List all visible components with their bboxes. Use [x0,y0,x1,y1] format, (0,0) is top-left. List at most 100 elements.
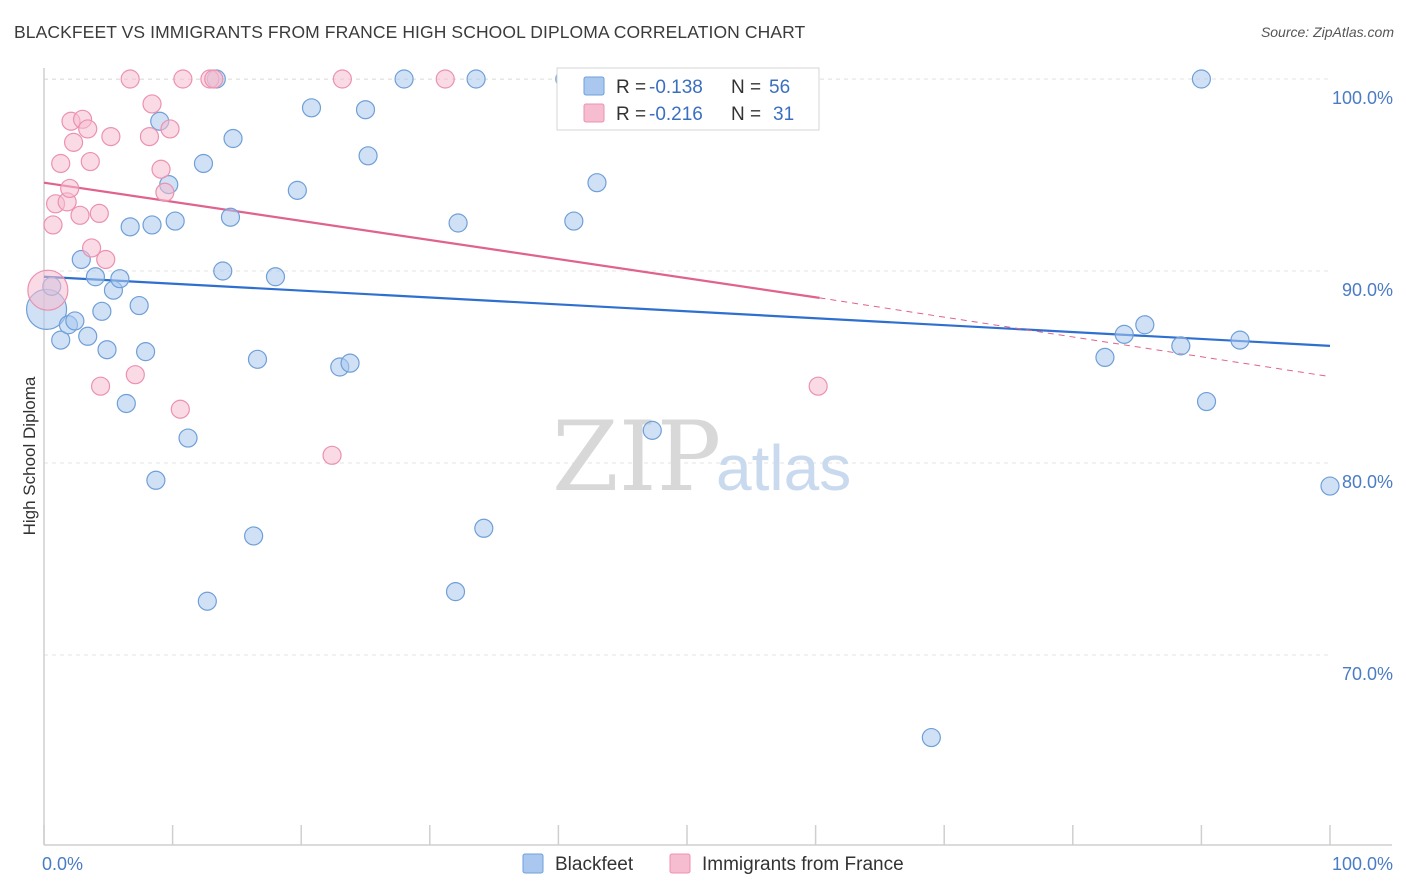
legend: Blackfeet Immigrants from France [522,853,904,875]
blackfeet-point [1114,324,1134,344]
stats-r-label-blackfeet: R = [616,77,646,98]
stats-n-value-france: 31 [773,104,794,125]
chart-title: BLACKFEET VS IMMIGRANTS FROM FRANCE HIGH… [14,22,806,42]
y-tick-labels: 70.0% 80.0% 90.0% 100.0% [1332,88,1393,684]
france-point [204,69,224,89]
legend-swatch-blackfeet [522,853,544,874]
blackfeet-point [135,342,156,362]
blackfeet-point [1196,391,1217,412]
y-tick-label: 70.0% [1342,664,1393,684]
france-point [80,151,100,172]
stats-n-label-france: N = [731,104,761,125]
france-point [89,203,109,223]
watermark-atlas: atlas [716,432,851,504]
legend-label-blackfeet: Blackfeet [555,854,634,875]
stats-r-value-france: -0.216 [649,104,703,125]
y-tick-label: 90.0% [1342,280,1393,300]
france-point [96,249,116,270]
trend-line-blackfeet [43,275,1331,347]
blackfeet-point [355,100,376,120]
blackfeet-point [1171,336,1191,356]
blackfeet-point [642,420,662,440]
legend-swatch-france [669,853,691,874]
blackfeet-point [301,98,322,118]
blackfeet-point [78,326,98,346]
blackfeet-point [165,211,185,231]
france-point [90,376,111,396]
blackfeet-point [178,428,198,448]
france-point [78,119,98,139]
trend-line-france [43,181,820,299]
blackfeet-point [97,340,117,360]
blackfeet-point [1230,330,1250,350]
blackfeet-point [146,470,166,490]
france-point [139,127,160,147]
blackfeet-point [340,353,360,373]
blackfeet-point [448,213,468,233]
blackfeet-point [51,330,71,350]
watermark-zip: ZIP [552,401,721,513]
blackfeet-point [110,269,130,289]
blackfeet-point [1135,315,1155,335]
stats-swatch-france [583,103,605,123]
france-point [51,153,71,174]
france-point [63,132,84,152]
france-point [27,269,69,311]
blackfeet-point [220,207,241,227]
france-point [155,182,175,202]
y-tick-label: 80.0% [1342,472,1393,492]
france-point [173,69,193,89]
trend-line-france-extension [819,297,1331,378]
y-tick-label: 100.0% [1332,88,1393,108]
blackfeet-point [358,146,378,166]
france-point [81,238,102,258]
x-tick-label: 0.0% [42,854,83,874]
france-point [120,69,140,89]
blackfeet-point [445,582,466,602]
blackfeet-point [1320,476,1340,496]
blackfeet-point [474,518,494,538]
blackfeet-point [466,69,486,89]
blackfeet-point [92,301,112,321]
blackfeet-point [65,311,85,331]
stats-r-label-france: R = [616,104,646,125]
x-tick-label: 100.0% [1332,854,1393,874]
blackfeet-point [287,180,307,200]
blackfeet-point [265,267,286,287]
france-point [170,399,190,419]
source-credit: Source: ZipAtlas.com [1260,24,1394,40]
blackfeet-point [1191,69,1212,89]
france-point [142,94,162,114]
blackfeet-point [116,393,136,414]
stats-n-label-blackfeet: N = [731,77,761,98]
blackfeet-point [85,267,106,287]
france-point [332,69,352,89]
france-point [43,215,63,235]
blackfeet-point [129,295,149,316]
blackfeet-point [1095,347,1115,367]
blackfeet-point [142,215,162,235]
france-point [101,127,121,147]
blackfeet-point [394,69,414,89]
watermark: ZIP atlas [552,401,851,513]
stats-n-value-blackfeet: 56 [769,77,790,98]
france-point [808,376,828,396]
stats-r-value-blackfeet: -0.138 [649,77,703,98]
blackfeet-point [120,217,140,237]
blackfeet-point [587,173,607,193]
blackfeet-point [213,261,233,281]
blackfeet-point [197,591,217,611]
blackfeet-point [921,727,941,748]
stats-swatch-blackfeet [583,76,605,96]
y-axis-label: High School Diploma [20,376,39,535]
grid-lines [43,78,1331,656]
blackfeet-point [223,128,243,149]
blackfeet-point [564,211,584,231]
stats-box: R = -0.138 N = 56 R = -0.216 N = 31 [556,67,820,131]
france-point [160,119,180,139]
france-point [70,205,90,225]
france-point [435,69,455,89]
axes [43,68,1392,846]
france-point [60,178,80,199]
